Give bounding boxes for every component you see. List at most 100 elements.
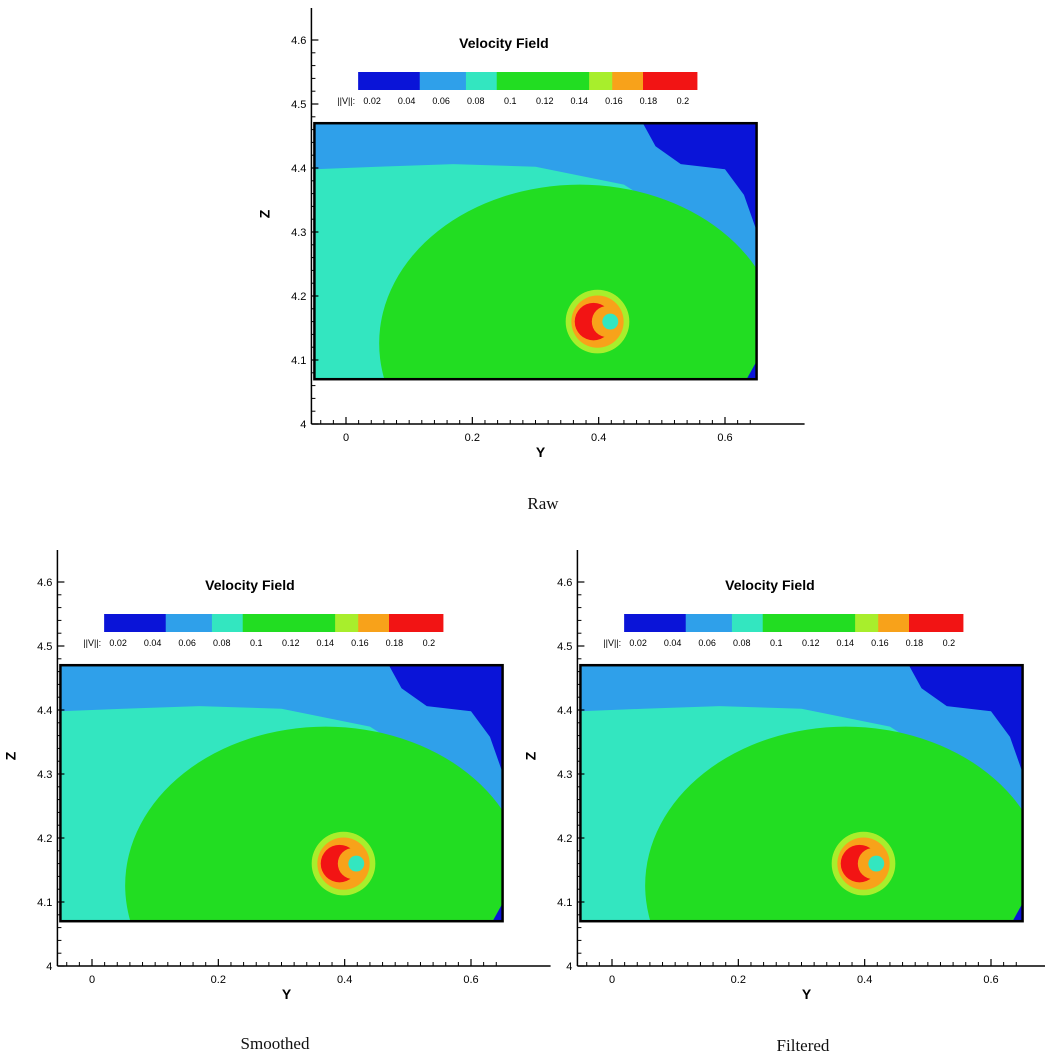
colorbar-tick-label: 0.02 [363, 96, 381, 106]
colorbar-tick-label: 0.06 [432, 96, 450, 106]
x-tick-label: 0.6 [463, 974, 478, 986]
field-frame [313, 121, 758, 381]
x-axis-label: Y [536, 444, 546, 460]
colorbar-band [419, 72, 467, 90]
colorbar-band [358, 72, 421, 90]
x-tick-label: 0.4 [591, 432, 606, 444]
colorbar-tick-label: 0.08 [213, 638, 231, 648]
colorbar-tick-label: 0.2 [423, 638, 436, 648]
colorbar-tick-label: 0.18 [640, 96, 658, 106]
field-frame [579, 663, 1024, 923]
colorbar-variable-label: ||V||: [83, 638, 101, 648]
caption-smoothed: Smoothed [240, 1034, 310, 1053]
colorbar-band [855, 614, 879, 632]
y-axis-label: Z [256, 209, 272, 218]
y-tick-label: 4.5 [557, 641, 572, 653]
caption-raw: Raw [527, 494, 559, 513]
region-green [379, 184, 757, 380]
y-tick-label: 4.4 [557, 705, 572, 717]
core-center-cyan [602, 313, 619, 330]
x-tick-label: 0 [343, 432, 349, 444]
colorbar-tick-label: 0.12 [802, 638, 820, 648]
colorbar-tick-label: 0.06 [178, 638, 196, 648]
colorbar-tick-label: 0.12 [282, 638, 300, 648]
y-tick-label: 4.1 [37, 897, 52, 909]
y-tick-label: 4 [566, 961, 572, 973]
core-center-cyan [868, 855, 885, 872]
x-tick-label: 0 [89, 974, 95, 986]
field-layer [314, 123, 757, 380]
y-tick-label: 4.3 [557, 769, 572, 781]
colorbar-band [731, 614, 764, 632]
colorbar-band [612, 72, 644, 90]
field-layer [60, 665, 503, 922]
region-green [125, 726, 503, 922]
region-dark-blue [388, 665, 503, 773]
colorbar-variable-label: ||V||: [337, 96, 355, 106]
colorbar-band [878, 614, 910, 632]
y-tick-label: 4 [46, 961, 52, 973]
y-tick-label: 4.2 [557, 833, 572, 845]
colorbar-tick-label: 0.12 [536, 96, 554, 106]
colorbar-tick-label: 0.14 [571, 96, 589, 106]
region-dark-blue-bottom [492, 903, 503, 922]
colorbar-band [685, 614, 733, 632]
y-tick-label: 4.4 [291, 163, 306, 175]
y-tick-label: 4.6 [37, 577, 52, 589]
x-tick-label: 0.4 [857, 974, 872, 986]
y-tick-label: 4.2 [291, 291, 306, 303]
region-dark-blue-bottom [746, 361, 757, 380]
y-tick-label: 4.6 [291, 35, 306, 47]
y-tick-label: 4.2 [37, 833, 52, 845]
colorbar-tick-label: 0.16 [605, 96, 623, 106]
y-tick-label: 4.5 [37, 641, 52, 653]
y-tick-label: 4.3 [291, 227, 306, 239]
y-tick-label: 4.1 [557, 897, 572, 909]
colorbar-tick-label: 0.16 [871, 638, 889, 648]
colorbar-tick-label: 0.02 [629, 638, 647, 648]
colorbar-tick-label: 0.04 [144, 638, 162, 648]
field-layer [580, 665, 1023, 922]
colorbar-tick-label: 0.08 [467, 96, 485, 106]
x-axis-label: Y [282, 986, 292, 1002]
x-tick-label: 0.2 [211, 974, 226, 986]
colorbar-tick-label: 0.04 [398, 96, 416, 106]
colorbar-band [335, 614, 359, 632]
colorbar-tick-label: 0.2 [943, 638, 956, 648]
y-axis-label: Z [2, 751, 18, 760]
caption-filtered: Filtered [776, 1036, 830, 1055]
y-tick-label: 4.5 [291, 99, 306, 111]
colorbar-tick-label: 0.16 [351, 638, 369, 648]
colorbar-tick-label: 0.1 [770, 638, 783, 648]
colorbar-band [762, 614, 856, 632]
field-frame [59, 663, 504, 923]
y-tick-label: 4 [300, 419, 306, 431]
y-tick-label: 4.4 [37, 705, 52, 717]
colorbar-band [165, 614, 213, 632]
y-axis-label: Z [522, 751, 538, 760]
region-dark-blue-bottom [1012, 903, 1023, 922]
region-green [645, 726, 1023, 922]
y-tick-label: 4.3 [37, 769, 52, 781]
colorbar-band [909, 614, 964, 632]
colorbar-tick-label: 0.18 [386, 638, 404, 648]
colorbar-tick-label: 0.04 [664, 638, 682, 648]
x-tick-label: 0.2 [731, 974, 746, 986]
colorbar-band [104, 614, 167, 632]
colorbar-tick-label: 0.18 [906, 638, 924, 648]
x-tick-label: 0.6 [717, 432, 732, 444]
colorbar-tick-label: 0.06 [698, 638, 716, 648]
colorbar-band [465, 72, 498, 90]
colorbar-band [624, 614, 687, 632]
colorbar-tick-label: 0.1 [504, 96, 517, 106]
x-tick-label: 0.4 [337, 974, 352, 986]
core-center-cyan [348, 855, 365, 872]
region-dark-blue [908, 665, 1023, 773]
chart-title: Velocity Field [459, 35, 548, 51]
colorbar-band [589, 72, 613, 90]
colorbar-tick-label: 0.02 [109, 638, 127, 648]
colorbar-tick-label: 0.2 [677, 96, 690, 106]
